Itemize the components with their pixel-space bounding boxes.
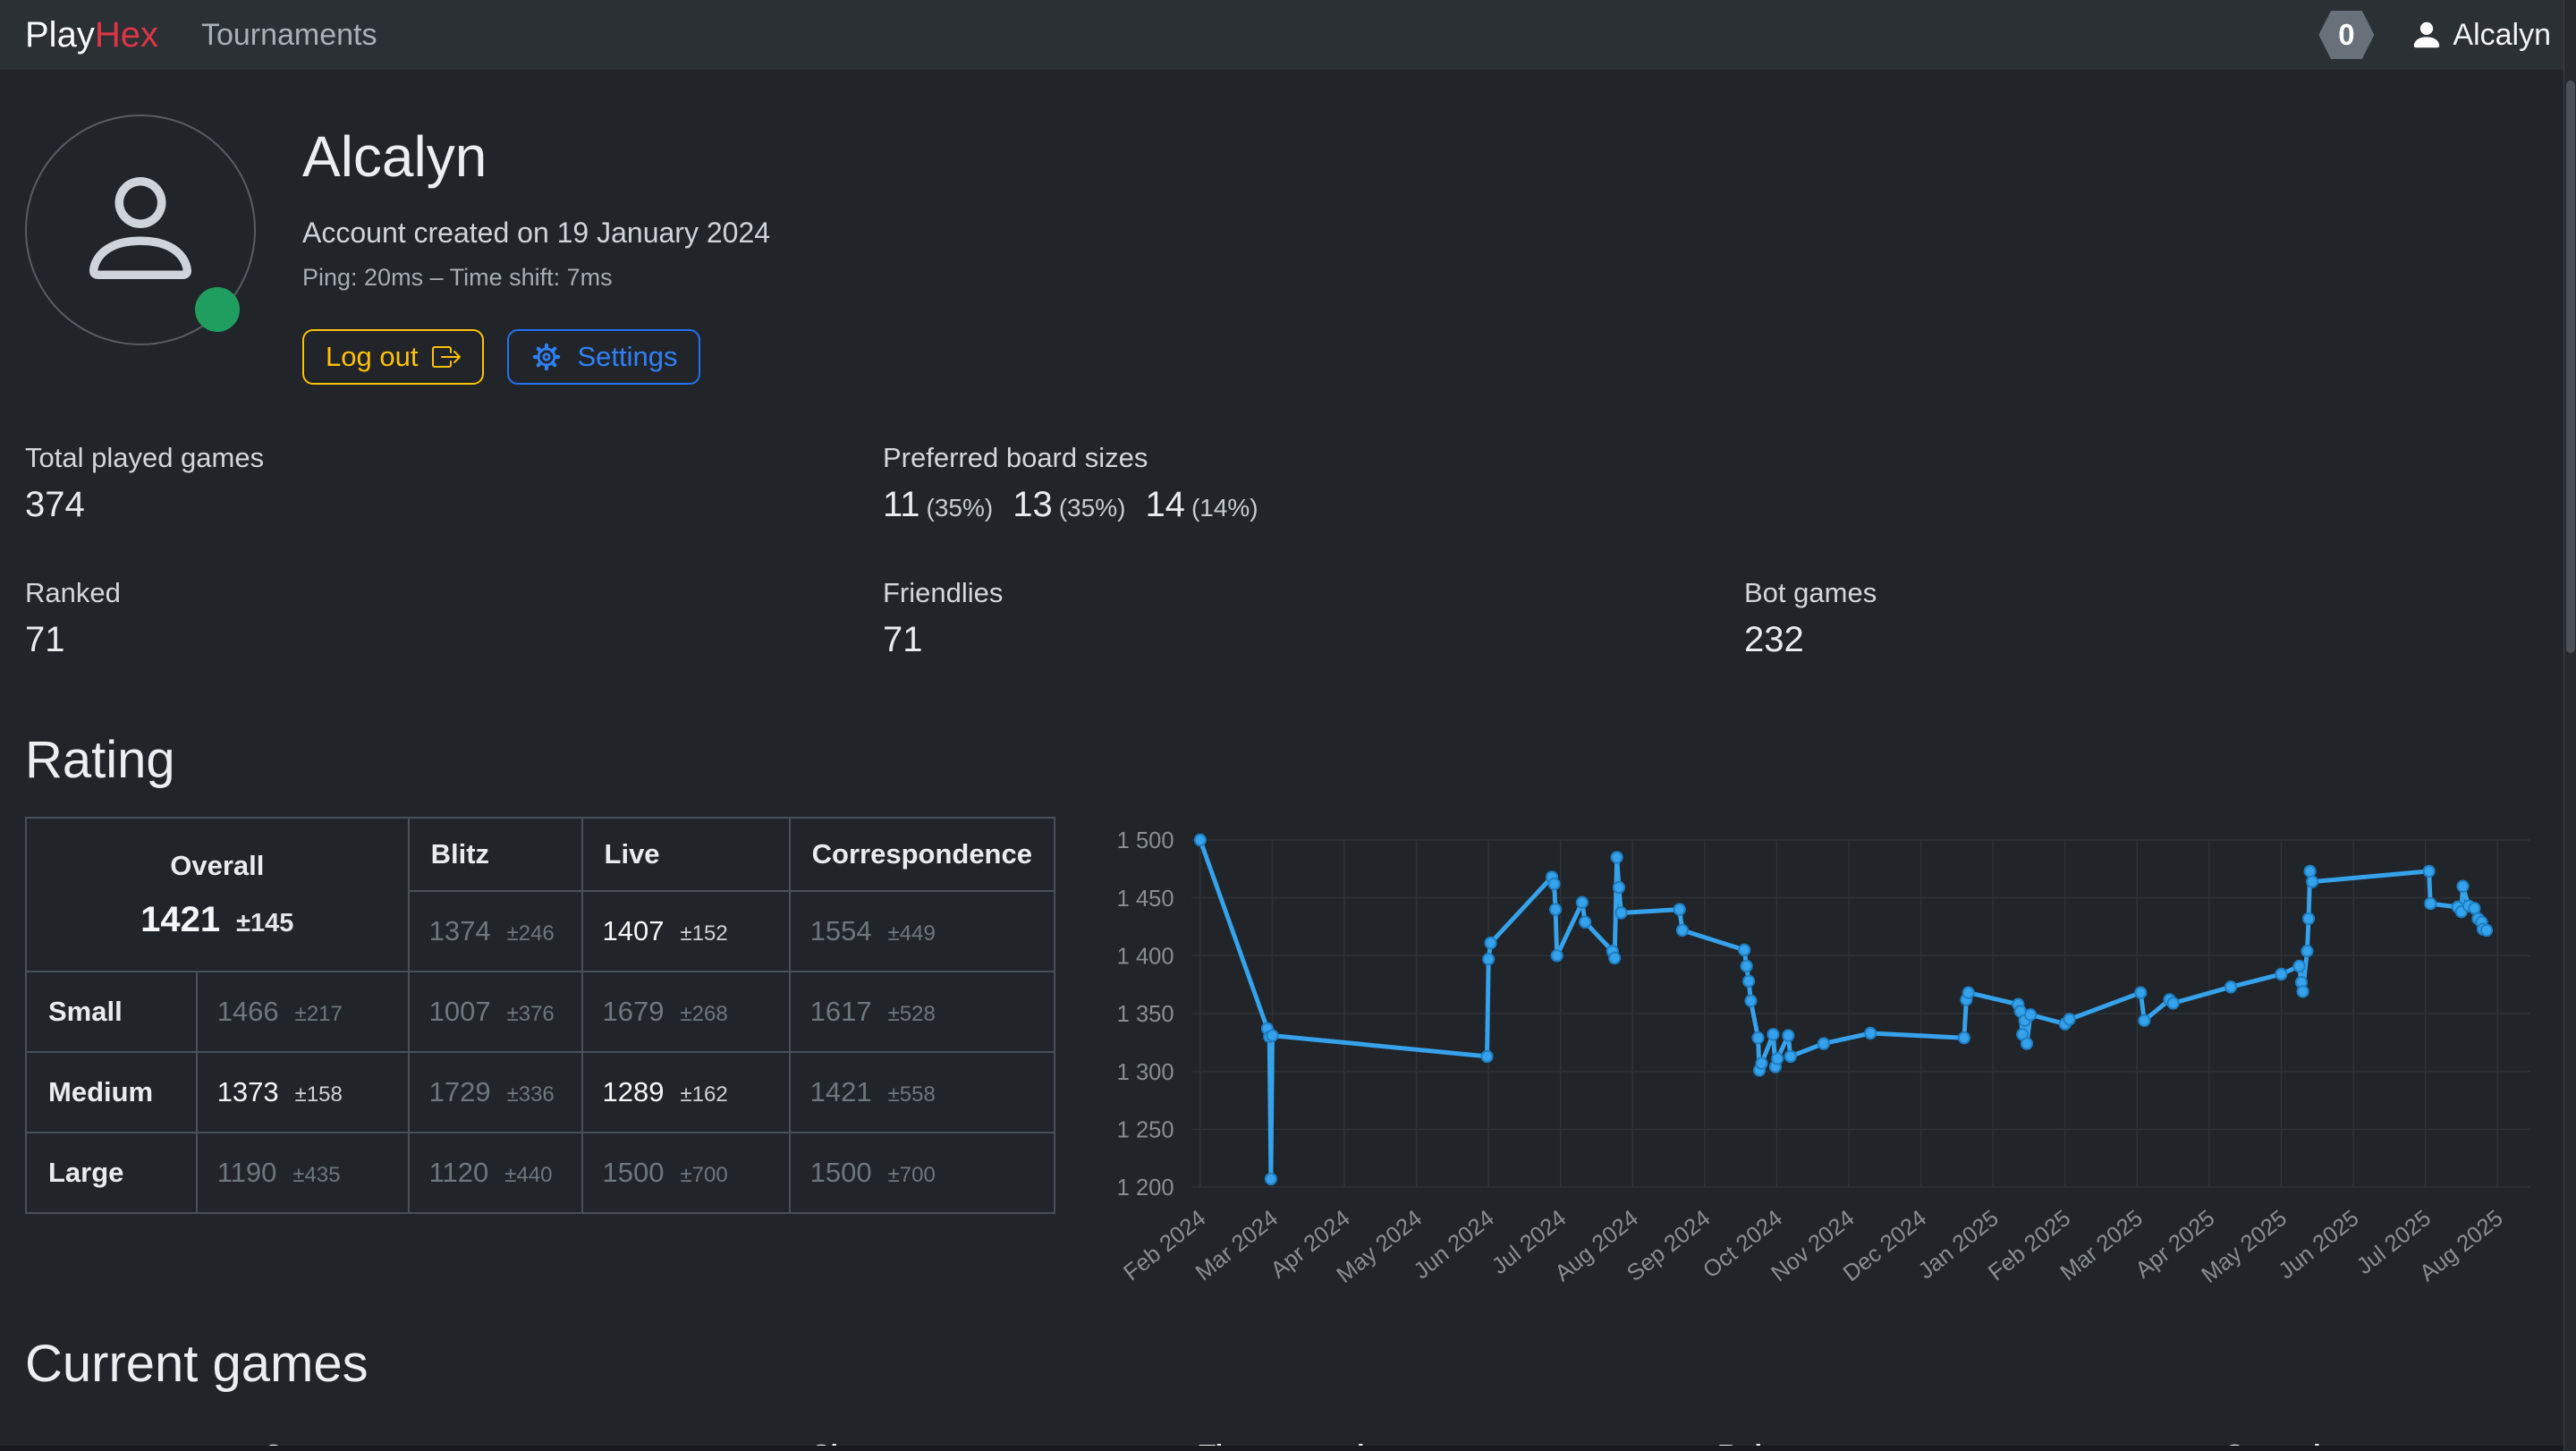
stat-friendlies: Friendlies 71 [883,577,1744,660]
rating-row-label: Large [25,1132,198,1214]
settings-button[interactable]: Settings [507,329,701,385]
overall-label: Overall [170,849,265,881]
rating-value-cell: 1007 ±376 [407,971,583,1053]
profile-info: Alcalyn Account created on 19 January 20… [302,115,770,385]
rating-value-cell: 1373 ±158 [195,1051,410,1133]
rating-value-cell: 1120 ±440 [407,1132,583,1214]
nav-link-tournaments[interactable]: Tournaments [200,17,377,52]
current-games-title: Current games [25,1335,369,1393]
svg-text:Jun 2025: Jun 2025 [2275,1206,2364,1285]
rating-header-row: Overall 1421 ±145 Blitz Live Corresponden… [25,817,1056,972]
stat-ranked: Ranked 71 [25,577,883,660]
rating-row-large: Large 1190 ±435 1120 ±440 1500 ±700 1500 ±700 [25,1132,1056,1214]
svg-text:1 400: 1 400 [1117,944,1174,969]
notification-hex-badge[interactable]: 0 [2318,11,2375,59]
nav-user-menu[interactable]: Alcalyn [2410,18,2551,53]
navbar-right: 0 Alcalyn [2318,11,2551,59]
rating-value-cell: 1421 ±558 [788,1051,1056,1133]
rating-overall-cell: Overall 1421 ±145 [25,817,410,972]
rating-value-cell: 1500 ±700 [788,1132,1056,1214]
ping-text: Ping: 20ms – Time shift: 7ms [302,264,613,291]
stat-value: 11 (35%) 13 (35%) 14 (14%) [883,485,1258,524]
stat-preferred-sizes: Preferred board sizes 11 (35%) 13 (35%) 14 (1… [883,442,1744,525]
logout-button-label: Log out [326,341,419,372]
svg-text:1 450: 1 450 [1117,887,1174,912]
settings-button-label: Settings [577,341,678,372]
rating-section: Overall 1421 ±145 Blitz Live Corresponden… [25,817,2551,1328]
svg-text:1 200: 1 200 [1117,1175,1174,1201]
stat-value: 374 [25,485,85,524]
rating-table: Overall 1421 ±145 Blitz Live Corresponden… [25,817,1056,1214]
rating-row-small: Small 1466 ±217 1007 ±376 1679 ±268 1617 ±528 [25,971,1056,1053]
svg-text:1 300: 1 300 [1117,1060,1174,1085]
rating-value-cell: 1554 ±449 [788,890,1056,972]
scrollbar-track[interactable] [2563,0,2576,1451]
logout-button[interactable]: Log out [302,329,485,385]
rating-value-cell: 1729 ±336 [407,1051,583,1133]
rating-overall-values-row: 1374 ±246 1407 ±152 1554 ±449 [26,890,1056,972]
stat-total-played: Total played games 374 [25,442,883,525]
stat-label: Friendlies [883,577,1004,608]
stat-spacer [1744,442,2551,525]
brand-play: Play [25,14,95,55]
rating-row-label: Small [25,971,198,1053]
avatar [25,115,256,345]
online-status-dot [195,287,240,332]
page-bottom-strip [0,1446,2576,1451]
box-arrow-right-icon [432,343,462,371]
rating-row-label: Medium [25,1051,198,1133]
stat-bot-games: Bot games 232 [1744,577,2551,660]
gear-icon [530,341,563,373]
svg-text:Mar 2024: Mar 2024 [1191,1206,1283,1286]
stat-value: 232 [1744,620,1804,659]
person-icon [2410,18,2444,52]
svg-text:Mar 2025: Mar 2025 [2056,1206,2148,1286]
rating-value-cell: 1466 ±217 [195,971,410,1053]
profile-header: Alcalyn Account created on 19 January 20… [25,115,2551,385]
navbar: PlayHex Tournaments 0 Alcalyn [0,0,2576,70]
stat-value: 71 [25,620,65,659]
person-outline-icon [72,160,208,301]
rating-value-cell: 1500 ±700 [580,1132,791,1214]
overall-value: 1421 ±145 [140,899,294,939]
rating-value-cell: 1289 ±162 [580,1051,791,1133]
svg-text:1 350: 1 350 [1117,1002,1174,1027]
svg-text:Jun 2024: Jun 2024 [1410,1206,1499,1285]
stat-value: 71 [883,620,923,659]
stat-label: Bot games [1744,577,1877,608]
brand-logo[interactable]: PlayHex [25,15,158,55]
rating-value-cell: 1407 ±152 [580,890,791,972]
rating-history-chart: 1 500 1 450 1 400 1 350 1 300 1 250 1 200 Feb 2… [1100,817,2551,1328]
rating-section-title: Rating [25,731,175,789]
brand-hex: Hex [94,14,158,55]
svg-text:1 500: 1 500 [1117,828,1174,853]
rating-value-cell: 1190 ±435 [195,1132,410,1214]
svg-text:1 250: 1 250 [1117,1117,1174,1142]
nav-username: Alcalyn [2453,17,2551,52]
rating-col-live: Live [580,817,791,892]
stat-label: Preferred board sizes [883,442,1148,473]
rating-col-blitz: Blitz [407,817,583,892]
rating-value-cell: 1617 ±528 [788,971,1056,1053]
stats-grid: Total played games 374 Preferred board s… [25,442,2551,660]
rating-col-correspondence: Correspondence [788,817,1056,892]
avatar-circle [25,115,256,345]
rating-value-cell: 1374 ±246 [407,890,583,972]
stat-label: Ranked [25,577,121,608]
rating-value-cell: 1679 ±268 [580,971,791,1053]
page-title: Alcalyn [302,124,487,189]
profile-actions: Log out [302,329,770,385]
rating-row-medium: Medium 1373 ±158 1729 ±336 1289 ±162 1421 ±558 [25,1051,1056,1133]
account-created-text: Account created on 19 January 2024 [302,216,771,249]
scrollbar-thumb[interactable] [2566,81,2575,653]
stat-label: Total played games [25,442,265,473]
